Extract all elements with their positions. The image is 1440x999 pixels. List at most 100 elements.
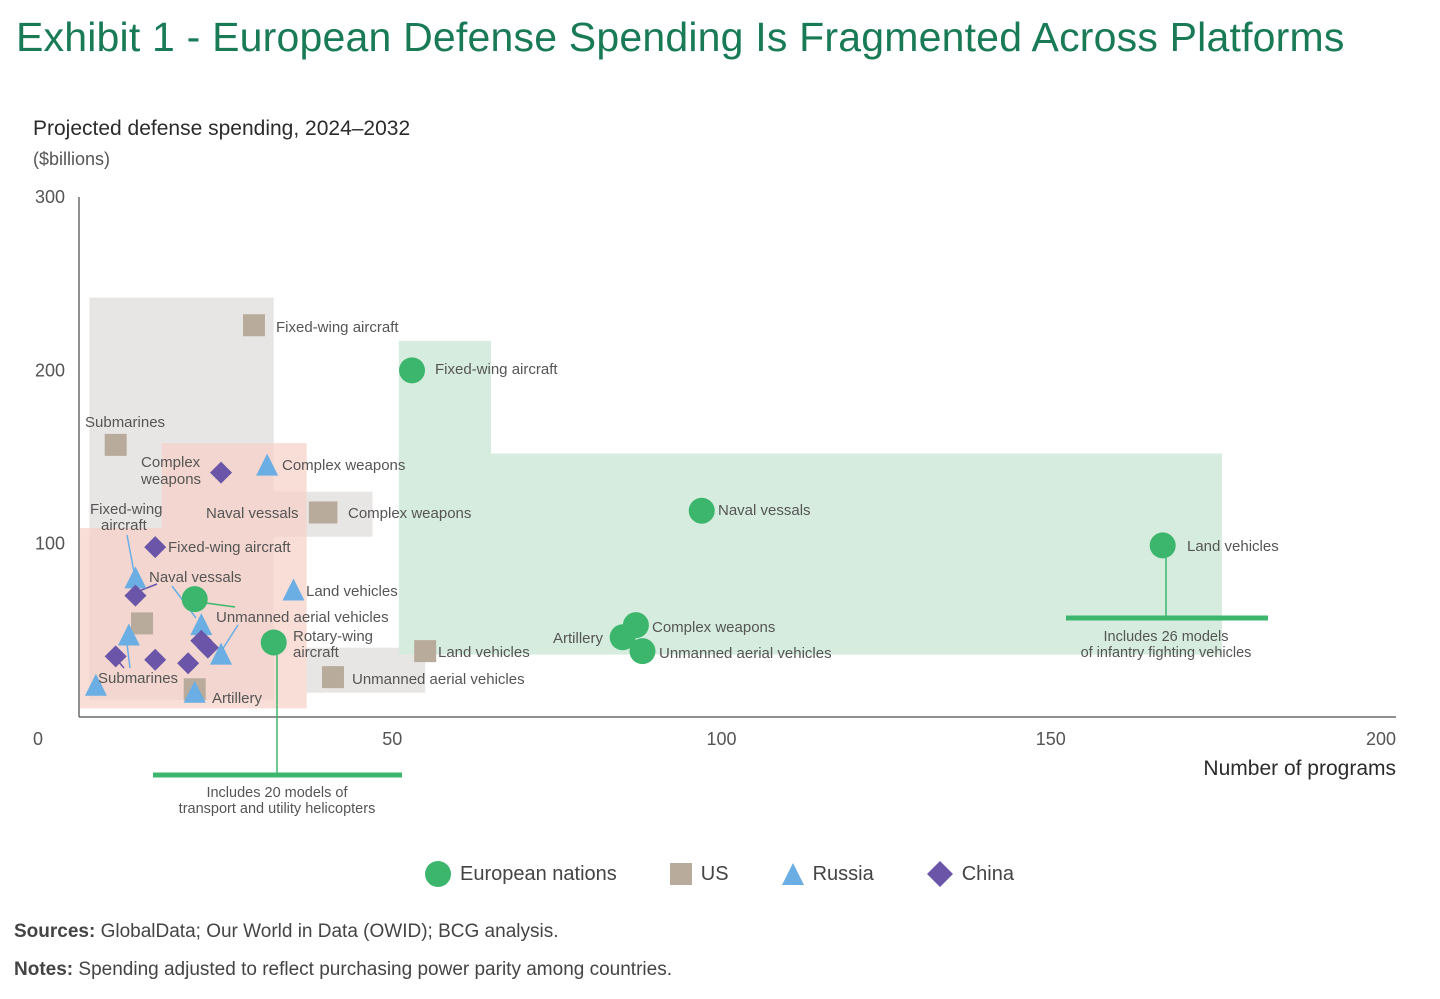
callout-text: of infantry fighting vehicles xyxy=(1081,645,1252,661)
china-point xyxy=(144,648,167,671)
us-point xyxy=(321,666,344,689)
point-label: Land vehicles xyxy=(306,583,398,600)
point-label: Unmanned aerial vehicles xyxy=(352,671,525,688)
point-label: Unmanned aerial vehicles xyxy=(216,609,389,626)
point-label: Fixed-wing aircraft xyxy=(435,361,558,378)
point-label: Fixed-wing aircraft xyxy=(276,319,399,336)
leader-line xyxy=(221,624,239,651)
callout-text: Includes 26 models xyxy=(1104,629,1229,645)
european-point xyxy=(688,497,715,524)
square-icon xyxy=(669,863,692,885)
region-eu xyxy=(491,453,1222,655)
sources-text: GlobalData; Our World in Data (OWID); BC… xyxy=(95,921,559,942)
leader-line xyxy=(205,602,236,608)
y-tick-label: 300 xyxy=(35,187,65,207)
legend-item-european: European nations xyxy=(424,860,617,888)
russia-point xyxy=(124,566,147,589)
russia-point xyxy=(210,642,233,665)
russia-point xyxy=(190,613,213,636)
y-tick-label: 100 xyxy=(35,534,65,554)
notes-note: Notes: Spending adjusted to reflect purc… xyxy=(14,959,672,981)
notes-label: Notes: xyxy=(14,959,74,980)
legend-label: US xyxy=(700,862,729,885)
point-label: Naval vessals xyxy=(149,569,242,586)
european-point xyxy=(629,638,656,665)
point-label: Complex weapons xyxy=(652,619,775,636)
point-label: Unmanned aerial vehicles xyxy=(659,645,832,662)
russia-point xyxy=(282,578,305,601)
x-tick-label: 150 xyxy=(1036,729,1066,749)
point-label: Complex xyxy=(141,454,201,471)
point-label: Submarines xyxy=(85,414,165,431)
point-label: Naval vessals xyxy=(206,505,299,522)
x-tick-label: 100 xyxy=(706,729,736,749)
region-eu xyxy=(398,340,492,655)
point-label: Submarines xyxy=(98,670,178,687)
point-label: Artillery xyxy=(553,630,604,647)
china-point xyxy=(144,536,167,559)
region-ru_cn xyxy=(161,443,307,529)
european-point xyxy=(609,624,636,651)
scatter-chart: Fixed-wing aircraft Fixed-wing aircraft Su… xyxy=(33,187,1396,817)
y-axis-title: Projected defense spending, 2024–2032 xyxy=(33,117,411,140)
point-label: Artillery xyxy=(212,690,263,707)
china-point xyxy=(196,636,219,659)
point-label: Fixed-wing xyxy=(90,501,163,518)
callout-text: Includes 20 models of xyxy=(206,785,348,801)
us-point xyxy=(242,314,265,337)
us-point xyxy=(315,501,338,524)
european-point xyxy=(260,629,287,656)
russia-point xyxy=(256,453,279,476)
legend: European nations US Russia China xyxy=(424,860,1014,888)
tick-labels: 0 50 100 150 200 100 200 300 xyxy=(33,187,1396,749)
x-tick-label: 200 xyxy=(1366,729,1396,749)
us-point xyxy=(104,433,127,456)
triangle-icon xyxy=(781,863,804,885)
point-label: Complex weapons xyxy=(282,457,405,474)
leader-line xyxy=(126,643,131,669)
china-point xyxy=(124,584,147,607)
shaded-regions xyxy=(80,297,1222,709)
china-point xyxy=(104,645,127,668)
point-label: Rotary-wing xyxy=(293,628,373,645)
sources-label: Sources: xyxy=(14,921,96,942)
circle-icon xyxy=(425,861,451,887)
point-label: Land vehicles xyxy=(438,644,530,661)
legend-label: European nations xyxy=(460,862,617,885)
point-label: weapons xyxy=(140,471,201,488)
data-points xyxy=(84,314,1176,703)
legend-item-china: China xyxy=(926,860,1014,888)
legend-label: China xyxy=(961,862,1014,885)
us-point xyxy=(131,612,154,635)
point-label: Complex weapons xyxy=(348,505,471,522)
callout-text: transport and utility helicopters xyxy=(179,801,376,817)
chart-title: Exhibit 1 - European Defense Spending Is… xyxy=(16,14,1345,60)
european-point xyxy=(1149,532,1176,559)
european-point xyxy=(399,357,426,384)
us-point xyxy=(414,640,437,663)
point-labels: Fixed-wing aircraft Fixed-wing aircraft Su… xyxy=(85,319,1279,707)
russia-point xyxy=(183,680,206,703)
legend-item-us: US xyxy=(669,862,729,886)
axes xyxy=(78,197,1396,718)
european-point xyxy=(181,586,208,613)
point-label: Land vehicles xyxy=(1187,538,1279,555)
russia-point xyxy=(84,673,107,696)
x-axis-title: Number of programs xyxy=(1203,757,1396,780)
diamond-icon xyxy=(926,861,953,887)
leader-line xyxy=(138,583,158,592)
y-tick-label: 200 xyxy=(35,360,65,380)
x-tick-label: 0 xyxy=(33,729,43,749)
point-label: Fixed-wing aircraft xyxy=(168,539,291,556)
y-axis-unit: ($billions) xyxy=(33,149,111,169)
legend-item-russia: Russia xyxy=(781,862,874,886)
china-point xyxy=(210,461,233,484)
leader-line xyxy=(126,534,135,573)
legend-label: Russia xyxy=(812,862,874,885)
point-label: aircraft xyxy=(293,644,340,661)
russia-point xyxy=(117,623,140,646)
point-label: Naval vessals xyxy=(718,502,811,519)
notes-text: Spending adjusted to reflect purchasing … xyxy=(73,959,672,980)
point-label: aircraft xyxy=(101,517,148,534)
